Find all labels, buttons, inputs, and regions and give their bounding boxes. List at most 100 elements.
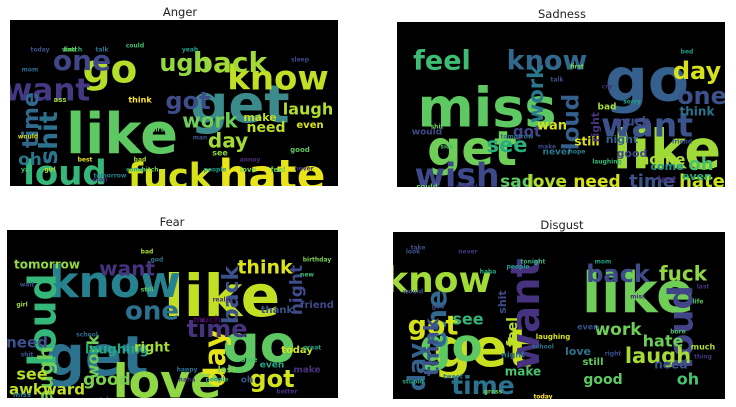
word-god: god bbox=[432, 304, 445, 311]
word-come: come bbox=[126, 167, 144, 174]
word-cry: cry bbox=[602, 84, 613, 91]
word-back: back bbox=[586, 260, 651, 288]
word-like: like bbox=[613, 119, 721, 182]
word-sad: sad bbox=[500, 172, 534, 187]
word-miss: miss bbox=[630, 294, 646, 301]
word-laugh: laugh bbox=[283, 100, 334, 119]
word-watch: watch bbox=[62, 47, 82, 54]
word-talk: talk bbox=[96, 47, 110, 54]
word-god: god bbox=[151, 257, 164, 264]
word-take: take bbox=[411, 245, 426, 252]
word-work: work bbox=[524, 64, 548, 123]
word-still: still bbox=[574, 135, 599, 149]
word-even: even bbox=[682, 170, 712, 183]
word-oh: oh bbox=[18, 150, 42, 170]
word-time: time bbox=[19, 92, 44, 148]
panel-title-fear: Fear bbox=[159, 215, 185, 229]
word-talk: talk bbox=[551, 77, 565, 84]
word-day: day bbox=[208, 129, 248, 153]
word-think: think bbox=[237, 257, 293, 279]
word-feel: feel bbox=[271, 166, 286, 174]
word-sorry: sorry bbox=[623, 99, 641, 106]
word-mom: mom bbox=[595, 259, 612, 266]
word-want: want bbox=[10, 73, 90, 109]
word-new: new bbox=[300, 272, 314, 279]
word-think: think bbox=[680, 105, 716, 119]
word-see: see bbox=[212, 149, 228, 158]
word-today: today bbox=[281, 345, 313, 356]
word-last: last bbox=[658, 176, 678, 186]
word-would: would bbox=[403, 289, 423, 296]
word-bad: bad bbox=[598, 103, 617, 113]
word-get: get bbox=[433, 319, 532, 380]
word-miss: miss bbox=[417, 77, 556, 140]
word-laughing: laughing bbox=[536, 333, 571, 341]
word-last: last bbox=[697, 284, 710, 291]
wordcloud-fear: like get go love know loud day one time got back la… bbox=[7, 230, 338, 398]
word-would: would bbox=[18, 134, 38, 141]
word-mom: mom bbox=[22, 67, 39, 74]
word-girl: girl bbox=[44, 167, 55, 174]
word-see: see bbox=[452, 310, 483, 329]
word-day: day bbox=[403, 343, 431, 392]
word-time: time bbox=[629, 171, 675, 187]
word-hate: hate bbox=[643, 332, 684, 351]
wordcloud-sadness: go miss like get wish want feel know day one loud w… bbox=[397, 22, 725, 187]
word-still: still bbox=[141, 287, 154, 294]
word-need: need bbox=[247, 120, 286, 136]
word-think: think bbox=[128, 96, 152, 105]
word-night: night bbox=[287, 265, 307, 315]
word-haha: haha bbox=[480, 269, 497, 276]
word-fuck: fuck bbox=[659, 262, 708, 286]
word-would: would bbox=[412, 128, 442, 138]
word-day: day bbox=[673, 57, 722, 85]
word-feel: feel bbox=[505, 317, 521, 347]
word-day: day bbox=[198, 329, 232, 387]
word-people: people bbox=[206, 377, 229, 384]
word-wait: wait bbox=[20, 282, 35, 289]
word-make: make bbox=[243, 111, 276, 124]
word-ugh: ugh bbox=[159, 49, 210, 77]
word-much: much bbox=[691, 343, 716, 352]
word-night: night bbox=[606, 133, 639, 146]
word-get: get bbox=[46, 324, 149, 388]
word-got: got bbox=[249, 365, 294, 393]
word-right: right bbox=[605, 351, 622, 358]
word-know: know bbox=[49, 257, 180, 308]
word-bitch: bitch bbox=[141, 167, 158, 174]
word-much: much bbox=[193, 316, 221, 326]
word-go: go bbox=[605, 46, 689, 116]
word-even: even bbox=[577, 323, 599, 332]
word-shit: shit bbox=[496, 290, 509, 313]
word-like: like bbox=[66, 102, 178, 167]
word-ass: ass bbox=[53, 96, 66, 104]
word-right: right bbox=[589, 112, 602, 142]
word-yeah: yeah bbox=[182, 47, 198, 54]
word-good: good bbox=[290, 146, 310, 154]
word-even: even bbox=[296, 120, 323, 131]
word-one: one bbox=[420, 290, 453, 348]
word-better: better bbox=[276, 389, 297, 396]
word-people: people bbox=[507, 264, 530, 271]
word-make: make bbox=[293, 366, 320, 376]
word-one: one bbox=[677, 82, 725, 110]
word-hate: hate bbox=[219, 151, 326, 187]
word-birthday: birthday bbox=[303, 257, 332, 264]
word-need: need bbox=[654, 358, 687, 372]
word-bed: bed bbox=[681, 49, 694, 56]
word-work: work bbox=[182, 109, 238, 133]
word-wish: wish bbox=[415, 156, 500, 188]
word-man: man bbox=[193, 135, 208, 142]
word-really: really bbox=[212, 297, 231, 304]
word-awkward: awkward bbox=[9, 381, 85, 399]
word-know: know bbox=[507, 46, 588, 77]
word-know: know bbox=[393, 260, 492, 301]
panel-title-sadness: Sadness bbox=[538, 7, 586, 21]
word-back: back bbox=[193, 46, 269, 79]
word-tomorrow: tomorrow bbox=[501, 134, 534, 141]
word-need: need bbox=[573, 172, 620, 187]
